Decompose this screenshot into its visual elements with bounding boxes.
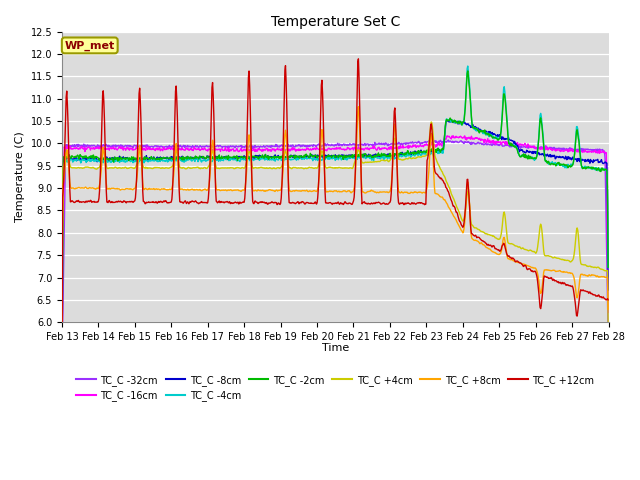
Title: Temperature Set C: Temperature Set C [271, 15, 400, 29]
X-axis label: Time: Time [322, 343, 349, 353]
Legend: TC_C -32cm, TC_C -16cm, TC_C -8cm, TC_C -4cm, TC_C -2cm, TC_C +4cm, TC_C +8cm, T: TC_C -32cm, TC_C -16cm, TC_C -8cm, TC_C … [72, 371, 598, 405]
Y-axis label: Temperature (C): Temperature (C) [15, 132, 25, 222]
Text: WP_met: WP_met [65, 40, 115, 50]
